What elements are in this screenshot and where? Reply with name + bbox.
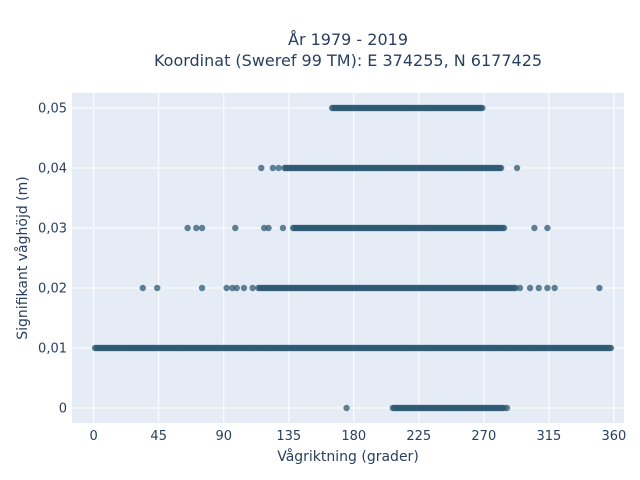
y-tick-labels: 0 0,01 0,02 0,03 0,04 0,05 (38, 102, 67, 417)
data-point (198, 284, 206, 292)
data-point (184, 224, 191, 232)
data-point (279, 224, 287, 232)
chart-title-line2: Koordinat (Sweref 99 TM): E 374255, N 61… (154, 51, 542, 70)
y-axis-title: Signifikant våghöjd (m) (14, 176, 31, 339)
x-tick-label: 180 (341, 429, 366, 444)
data-point (269, 164, 277, 172)
data-point (503, 404, 511, 412)
data-point (193, 224, 200, 232)
x-tick-label: 315 (536, 429, 561, 444)
data-point (516, 284, 524, 292)
x-axis-title: Vågriktning (grader) (277, 448, 419, 465)
data-point (343, 404, 350, 412)
data-point (232, 224, 239, 232)
data-point (535, 284, 542, 292)
x-tick-label: 0 (90, 429, 98, 444)
data-point (596, 284, 603, 292)
data-point (139, 284, 147, 292)
chart-title-line1: År 1979 - 2019 (288, 30, 408, 49)
x-tick-label: 270 (471, 429, 496, 444)
y-tick-label: 0 (59, 402, 67, 417)
data-point (275, 164, 282, 172)
x-tick-label: 360 (601, 429, 626, 444)
data-point (531, 224, 538, 232)
data-point (607, 344, 615, 352)
y-tick-label: 0,03 (38, 222, 67, 237)
y-tick-label: 0,04 (38, 162, 67, 177)
data-points (91, 104, 615, 412)
x-tick-label: 135 (276, 429, 301, 444)
x-tick-label: 45 (150, 429, 167, 444)
data-point (265, 224, 272, 232)
data-point (233, 284, 240, 292)
data-point (544, 224, 551, 232)
x-tick-label: 90 (215, 429, 232, 444)
data-point (526, 284, 534, 292)
plot-background (72, 93, 624, 423)
data-point (240, 284, 248, 292)
y-tick-label: 0,02 (38, 282, 67, 297)
data-point (249, 284, 256, 292)
data-point (223, 284, 230, 292)
x-tick-label: 225 (406, 429, 431, 444)
data-point (497, 164, 505, 172)
data-point (154, 284, 161, 292)
data-point (479, 104, 486, 112)
data-point (500, 224, 508, 232)
data-point (198, 224, 206, 232)
data-point (258, 164, 265, 172)
y-tick-label: 0,01 (38, 342, 67, 357)
y-tick-label: 0,05 (38, 102, 67, 117)
data-point (513, 164, 521, 172)
data-point (544, 284, 551, 292)
data-point (551, 284, 558, 292)
x-tick-labels: 0 45 90 135 180 225 270 315 360 (90, 429, 627, 444)
